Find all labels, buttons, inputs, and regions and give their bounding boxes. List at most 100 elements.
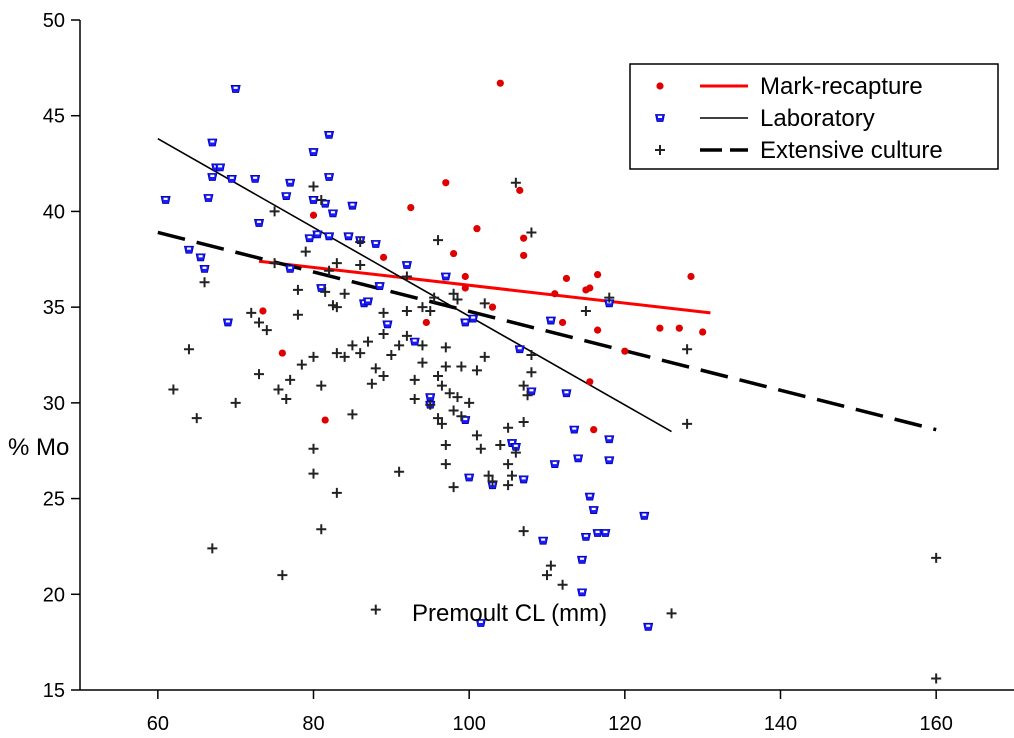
data-point xyxy=(300,246,311,257)
data-point xyxy=(378,371,389,382)
data-point xyxy=(643,622,654,631)
data-point xyxy=(324,130,335,139)
data-point xyxy=(593,271,602,279)
data-point xyxy=(316,524,327,535)
data-point xyxy=(520,251,528,260)
data-point xyxy=(285,178,296,187)
data-point xyxy=(308,443,319,454)
y-tick-label: 45 xyxy=(43,106,65,128)
y-tick-label: 20 xyxy=(43,584,65,606)
data-point xyxy=(506,470,517,481)
data-point xyxy=(370,363,381,374)
data-point xyxy=(448,405,459,416)
data-point xyxy=(526,350,537,360)
data-point xyxy=(433,235,444,246)
data-point xyxy=(483,470,494,481)
data-point xyxy=(254,369,265,380)
data-point xyxy=(191,413,202,424)
data-point xyxy=(604,456,615,465)
data-point xyxy=(436,418,447,429)
data-point xyxy=(542,570,552,581)
data-point xyxy=(931,552,942,563)
data-point xyxy=(682,344,693,355)
x-tick-label: 120 xyxy=(608,713,641,735)
data-point xyxy=(230,85,241,93)
legend-label: Extensive culture xyxy=(760,137,943,164)
data-point xyxy=(440,342,451,353)
fit-lines xyxy=(157,137,937,433)
data-point xyxy=(573,454,584,463)
data-point xyxy=(471,430,482,441)
data-point xyxy=(436,380,447,391)
data-point xyxy=(321,416,329,424)
data-point xyxy=(160,196,171,204)
data-point xyxy=(254,317,265,328)
data-point xyxy=(278,349,286,357)
data-point xyxy=(604,435,615,444)
data-point xyxy=(621,347,629,355)
data-point xyxy=(526,227,537,238)
data-point xyxy=(593,326,602,334)
data-point xyxy=(425,305,436,316)
data-point xyxy=(417,302,428,313)
y-tick-label: 15 xyxy=(43,680,65,702)
data-point xyxy=(417,357,428,368)
data-point xyxy=(577,555,588,564)
data-point xyxy=(931,673,942,684)
data-point xyxy=(261,325,272,336)
data-point xyxy=(473,225,481,233)
data-point xyxy=(569,425,580,434)
data-point xyxy=(355,348,366,359)
data-point xyxy=(331,302,342,313)
data-point xyxy=(195,253,206,262)
data-point xyxy=(324,232,335,241)
data-point xyxy=(370,604,381,615)
data-point xyxy=(422,318,430,327)
data-point xyxy=(168,384,179,395)
data-point xyxy=(250,174,261,183)
data-point xyxy=(327,209,338,218)
data-point xyxy=(450,249,458,258)
x-tick-label: 80 xyxy=(302,713,324,735)
data-point xyxy=(448,482,459,493)
data-point xyxy=(600,529,611,537)
data-point xyxy=(316,380,327,391)
data-point xyxy=(215,163,226,172)
data-point xyxy=(394,466,405,477)
data-point xyxy=(203,194,214,202)
data-point xyxy=(312,230,323,239)
data-point xyxy=(510,447,521,458)
data-point xyxy=(586,378,594,386)
data-point xyxy=(366,378,377,389)
data-point xyxy=(699,328,707,336)
data-point xyxy=(382,320,393,329)
data-point xyxy=(285,374,296,385)
data-point xyxy=(545,560,556,571)
data-point xyxy=(308,148,319,156)
data-point xyxy=(230,397,241,408)
data-point xyxy=(339,351,350,362)
data-point xyxy=(479,351,490,362)
data-point xyxy=(226,174,237,183)
data-point xyxy=(526,367,537,378)
data-point xyxy=(456,411,467,422)
data-point xyxy=(429,292,440,303)
data-point xyxy=(273,384,284,395)
data-point xyxy=(386,350,397,360)
legend-label: Laboratory xyxy=(760,105,875,132)
data-point xyxy=(487,476,498,487)
data-point xyxy=(183,245,194,254)
data-point xyxy=(246,307,257,318)
series-points xyxy=(168,177,942,684)
y-axis-title: % Mo xyxy=(8,434,69,461)
x-tick-label: 100 xyxy=(452,713,485,735)
data-point xyxy=(331,258,342,269)
data-point xyxy=(496,79,504,87)
data-point xyxy=(401,261,412,269)
legend-box xyxy=(629,63,999,170)
data-point xyxy=(460,318,471,327)
data-point xyxy=(562,274,571,283)
data-point xyxy=(518,380,529,391)
data-point xyxy=(520,234,528,242)
data-point xyxy=(514,345,525,354)
